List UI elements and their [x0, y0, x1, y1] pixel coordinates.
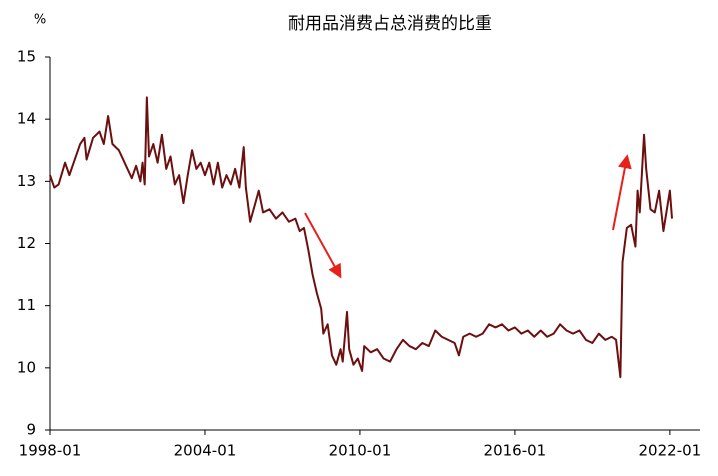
x-tick-label: 2010-01: [329, 442, 392, 460]
x-tick-label: 2004-01: [174, 442, 237, 460]
y-tick-label: 10: [17, 358, 36, 376]
y-tick-label: 12: [17, 234, 36, 252]
x-tick-label: 2022-01: [639, 442, 702, 460]
y-tick-label: 14: [17, 110, 36, 128]
y-tick-label: 13: [17, 172, 36, 190]
x-tick-label: 2016-01: [484, 442, 547, 460]
y-tick-label: 9: [26, 421, 36, 439]
y-tick-label: 11: [17, 296, 36, 314]
annotation-arrow: [612, 154, 632, 231]
y-unit: %: [34, 13, 46, 28]
chart-title: 耐用品消费占总消费的比重: [288, 14, 492, 34]
x-tick-label: 1998-01: [19, 442, 82, 460]
annotation-arrow: [304, 212, 342, 279]
data-line: [49, 96, 674, 379]
y-tick-label: 15: [17, 48, 36, 66]
